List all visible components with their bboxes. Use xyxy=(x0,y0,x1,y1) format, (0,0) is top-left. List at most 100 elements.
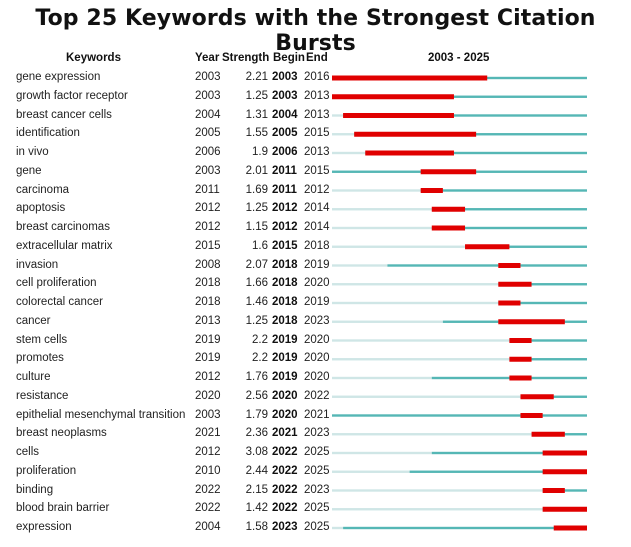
year-cell: 2005 xyxy=(195,127,221,140)
year-cell: 2018 xyxy=(195,277,221,290)
inactive-period-line xyxy=(332,208,432,211)
header-end: End xyxy=(306,52,328,64)
inactive-period-line xyxy=(332,526,344,530)
keyword-cell: epithelial mesenchymal transition xyxy=(16,408,186,421)
keyword-cell: binding xyxy=(16,483,54,496)
begin-cell: 2012 xyxy=(272,221,298,233)
end-cell: 2020 xyxy=(304,352,330,365)
end-cell: 2023 xyxy=(304,314,330,327)
inactive-period-line xyxy=(332,508,543,511)
year-cell: 2008 xyxy=(195,258,221,271)
strength-cell: 1.46 xyxy=(245,296,268,308)
keyword-cell: in vivo xyxy=(16,146,49,158)
burst-bar xyxy=(332,94,454,100)
keyword-cell: resistance xyxy=(16,389,69,402)
strength-cell: 1.58 xyxy=(245,521,268,533)
end-cell: 2012 xyxy=(304,183,330,196)
burst-bar xyxy=(498,300,521,306)
active-period-line xyxy=(343,114,587,117)
header-strength: Strength xyxy=(222,52,270,64)
active-period-line xyxy=(343,526,587,530)
burst-bar xyxy=(431,225,466,231)
keyword-cell: cancer xyxy=(16,314,51,327)
active-period-line xyxy=(498,283,587,286)
burst-bar xyxy=(509,375,532,381)
begin-cell: 2011 xyxy=(272,183,297,196)
begin-cell: 2003 xyxy=(272,71,298,83)
keyword-cell: carcinoma xyxy=(16,183,70,196)
year-cell: 2003 xyxy=(195,408,221,421)
end-cell: 2025 xyxy=(304,502,330,515)
active-period-line xyxy=(387,264,587,267)
header-begin: Begin xyxy=(273,52,305,64)
keyword-cell: growth factor receptor xyxy=(16,89,128,102)
begin-cell: 2022 xyxy=(272,502,298,515)
begin-cell: 2018 xyxy=(272,314,298,327)
active-period-line xyxy=(431,451,587,455)
burst-bar xyxy=(498,263,521,268)
end-cell: 2013 xyxy=(304,108,330,121)
begin-cell: 2012 xyxy=(272,202,298,215)
active-period-line xyxy=(465,245,587,248)
burst-bar xyxy=(420,169,477,175)
end-cell: 2025 xyxy=(304,464,330,477)
header-keywords: Keywords xyxy=(66,52,121,64)
keyword-cell: blood brain barrier xyxy=(16,502,110,515)
year-cell: 2021 xyxy=(195,427,221,440)
begin-cell: 2018 xyxy=(272,296,298,308)
burst-bar xyxy=(542,469,587,475)
begin-cell: 2020 xyxy=(272,408,298,421)
burst-bar xyxy=(365,150,454,156)
inactive-period-line xyxy=(332,133,355,136)
year-cell: 2015 xyxy=(195,239,221,252)
burst-bar xyxy=(542,450,587,456)
strength-cell: 1.6 xyxy=(252,239,268,252)
burst-bar xyxy=(332,75,488,81)
keyword-cell: expression xyxy=(16,521,72,533)
keyword-cell: stem cells xyxy=(16,333,68,346)
inactive-period-line xyxy=(332,433,532,436)
strength-cell: 2.21 xyxy=(245,71,268,83)
begin-cell: 2020 xyxy=(272,389,298,402)
strength-cell: 1.69 xyxy=(245,183,268,196)
active-period-line xyxy=(332,414,587,417)
inactive-period-line xyxy=(332,283,499,286)
keyword-cell: culture xyxy=(16,371,51,383)
end-cell: 2018 xyxy=(304,239,330,252)
inactive-period-line xyxy=(332,358,510,361)
strength-cell: 2.2 xyxy=(252,333,268,346)
keyword-cell: colorectal cancer xyxy=(16,296,103,308)
inactive-period-line xyxy=(332,470,410,473)
inactive-period-line xyxy=(332,226,432,230)
inactive-period-line xyxy=(332,320,443,323)
burst-bar xyxy=(520,394,554,400)
end-cell: 2025 xyxy=(304,521,330,533)
begin-cell: 2005 xyxy=(272,127,298,140)
keyword-cell: breast carcinomas xyxy=(16,221,110,233)
strength-cell: 2.15 xyxy=(245,483,268,496)
strength-cell: 1.76 xyxy=(245,371,268,383)
inactive-period-line xyxy=(332,264,388,267)
year-cell: 2019 xyxy=(195,352,221,365)
end-cell: 2020 xyxy=(304,333,330,346)
strength-cell: 1.25 xyxy=(245,314,268,327)
begin-cell: 2018 xyxy=(272,258,298,271)
burst-bar xyxy=(509,338,532,343)
year-cell: 2003 xyxy=(195,89,221,102)
begin-cell: 2011 xyxy=(272,164,297,177)
keyword-cell: identification xyxy=(16,127,80,140)
active-period-line xyxy=(431,226,587,230)
year-cell: 2012 xyxy=(195,371,221,383)
end-cell: 2020 xyxy=(304,371,330,383)
inactive-period-line xyxy=(332,301,499,305)
end-cell: 2025 xyxy=(304,446,330,458)
active-period-line xyxy=(420,189,587,192)
begin-cell: 2021 xyxy=(272,427,298,440)
keyword-cell: breast cancer cells xyxy=(16,108,112,121)
active-period-line xyxy=(509,358,587,361)
strength-cell: 1.25 xyxy=(245,89,268,102)
begin-cell: 2019 xyxy=(272,371,298,383)
year-cell: 2004 xyxy=(195,521,221,533)
strength-cell: 1.15 xyxy=(245,221,268,233)
inactive-period-line xyxy=(332,339,510,342)
